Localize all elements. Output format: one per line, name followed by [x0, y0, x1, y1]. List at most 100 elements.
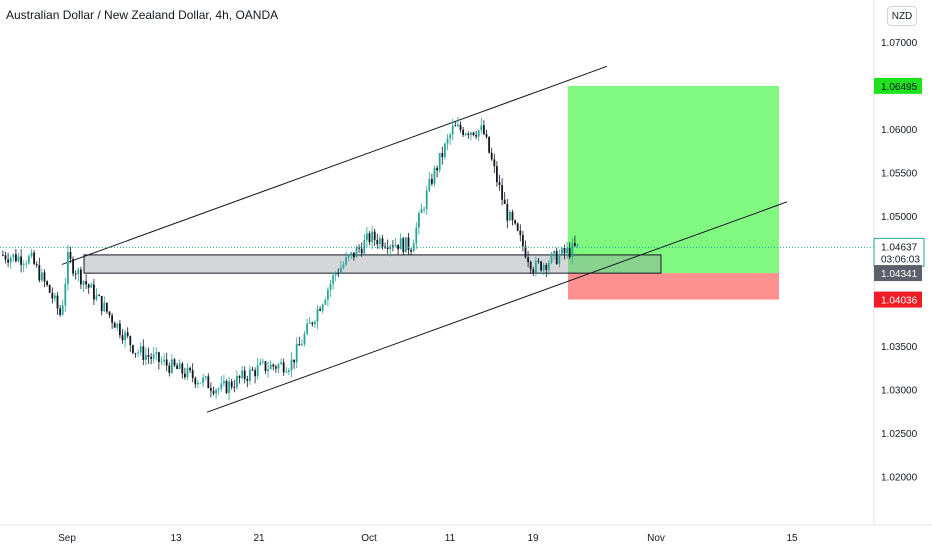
candle-body	[431, 178, 433, 184]
candle-body	[212, 390, 215, 394]
candle-body	[134, 352, 137, 354]
candle-body	[85, 281, 87, 285]
time-tick-label: Sep	[58, 533, 76, 544]
candle-body	[311, 322, 314, 325]
candle-body	[95, 295, 98, 300]
entry-price-tag: 1.04341	[881, 269, 918, 280]
candle-body	[561, 248, 563, 255]
candle-body	[472, 132, 475, 136]
candle-body	[407, 237, 410, 250]
stop-loss-tag: 1.04036	[881, 296, 918, 307]
candle-body	[568, 248, 571, 258]
candle-body	[241, 370, 243, 378]
candle-body	[103, 302, 106, 312]
candle-body	[137, 352, 139, 354]
candle-body	[574, 242, 576, 246]
candle-body	[254, 370, 256, 377]
candle-body	[345, 257, 347, 265]
candle-body	[571, 242, 574, 258]
candle-body	[150, 356, 152, 359]
candle-body	[116, 323, 119, 328]
candle-body	[30, 252, 33, 257]
candle-body	[373, 231, 376, 240]
candle-body	[176, 365, 178, 370]
candle-body	[441, 153, 444, 157]
candle-body	[69, 251, 72, 259]
currency-badge[interactable]: NZD	[887, 6, 917, 26]
candle-body	[246, 378, 249, 381]
candle-body	[22, 264, 25, 265]
candle-body	[360, 248, 363, 254]
candle-body	[327, 289, 329, 300]
candle-body	[532, 269, 535, 273]
candle-body	[59, 308, 61, 315]
trend-lines	[61, 65, 788, 413]
candle-body	[386, 247, 389, 250]
candle-body	[485, 134, 488, 137]
candle-body	[33, 252, 35, 265]
entry-price-tag-bg	[874, 265, 922, 282]
candle-body	[87, 284, 90, 288]
candle-body	[329, 283, 332, 290]
candle-body	[303, 333, 306, 345]
take-profit-tag: 1.06495	[881, 82, 918, 93]
candle-body	[282, 362, 285, 373]
candle-body	[15, 254, 17, 262]
candle-body	[537, 260, 540, 262]
candle-body	[98, 295, 100, 296]
candle-body	[280, 362, 282, 365]
price-tick-label: 1.06000	[881, 125, 918, 136]
candle-body	[483, 125, 485, 135]
candle-body	[90, 284, 93, 288]
support-zone-rect	[83, 254, 662, 274]
candle-body	[298, 344, 301, 346]
candle-body	[139, 346, 142, 353]
candle-body	[267, 369, 269, 372]
time-axis[interactable]: Sep 13 21 Oct 11 19 Nov 15	[58, 533, 798, 544]
candle-body	[171, 359, 173, 373]
price-tick-label: 1.05500	[881, 168, 918, 179]
candle-body	[20, 256, 22, 265]
position-zones	[83, 85, 779, 300]
candle-body	[72, 258, 74, 274]
candle-body	[168, 365, 171, 373]
candle-body	[477, 130, 480, 137]
take-profit-tag-bg	[874, 77, 922, 94]
candle-body	[220, 383, 223, 389]
candle-body	[428, 178, 431, 191]
candle-body	[295, 344, 298, 363]
candle-body	[535, 260, 537, 273]
candle-body	[384, 246, 386, 248]
candle-body	[399, 238, 402, 250]
candle-body	[418, 213, 420, 228]
candle-body	[509, 211, 511, 221]
candle-body	[61, 305, 64, 315]
candle-body	[392, 245, 394, 247]
price-tick-label: 1.02500	[881, 429, 918, 440]
candle-body	[126, 332, 129, 337]
candle-body	[82, 281, 85, 285]
candle-body	[454, 125, 457, 127]
candle-body	[67, 251, 69, 284]
candle-body	[264, 361, 267, 372]
candle-body	[576, 243, 579, 246]
candle-body	[275, 366, 277, 369]
candle-body	[449, 134, 451, 139]
candles	[2, 116, 579, 401]
candle-body	[358, 247, 360, 249]
candle-body	[433, 167, 436, 184]
candle-body	[210, 388, 212, 391]
candle-body	[381, 238, 384, 247]
candle-body	[412, 243, 415, 252]
candle-body	[371, 231, 373, 243]
candle-body	[446, 138, 449, 144]
candle-body	[113, 322, 116, 328]
candle-body	[363, 240, 366, 254]
candle-body	[223, 380, 225, 384]
candle-body	[462, 129, 464, 135]
candle-body	[444, 143, 446, 157]
time-tick-label: 21	[253, 533, 265, 544]
candle-body	[368, 233, 371, 243]
candle-body	[106, 302, 108, 312]
